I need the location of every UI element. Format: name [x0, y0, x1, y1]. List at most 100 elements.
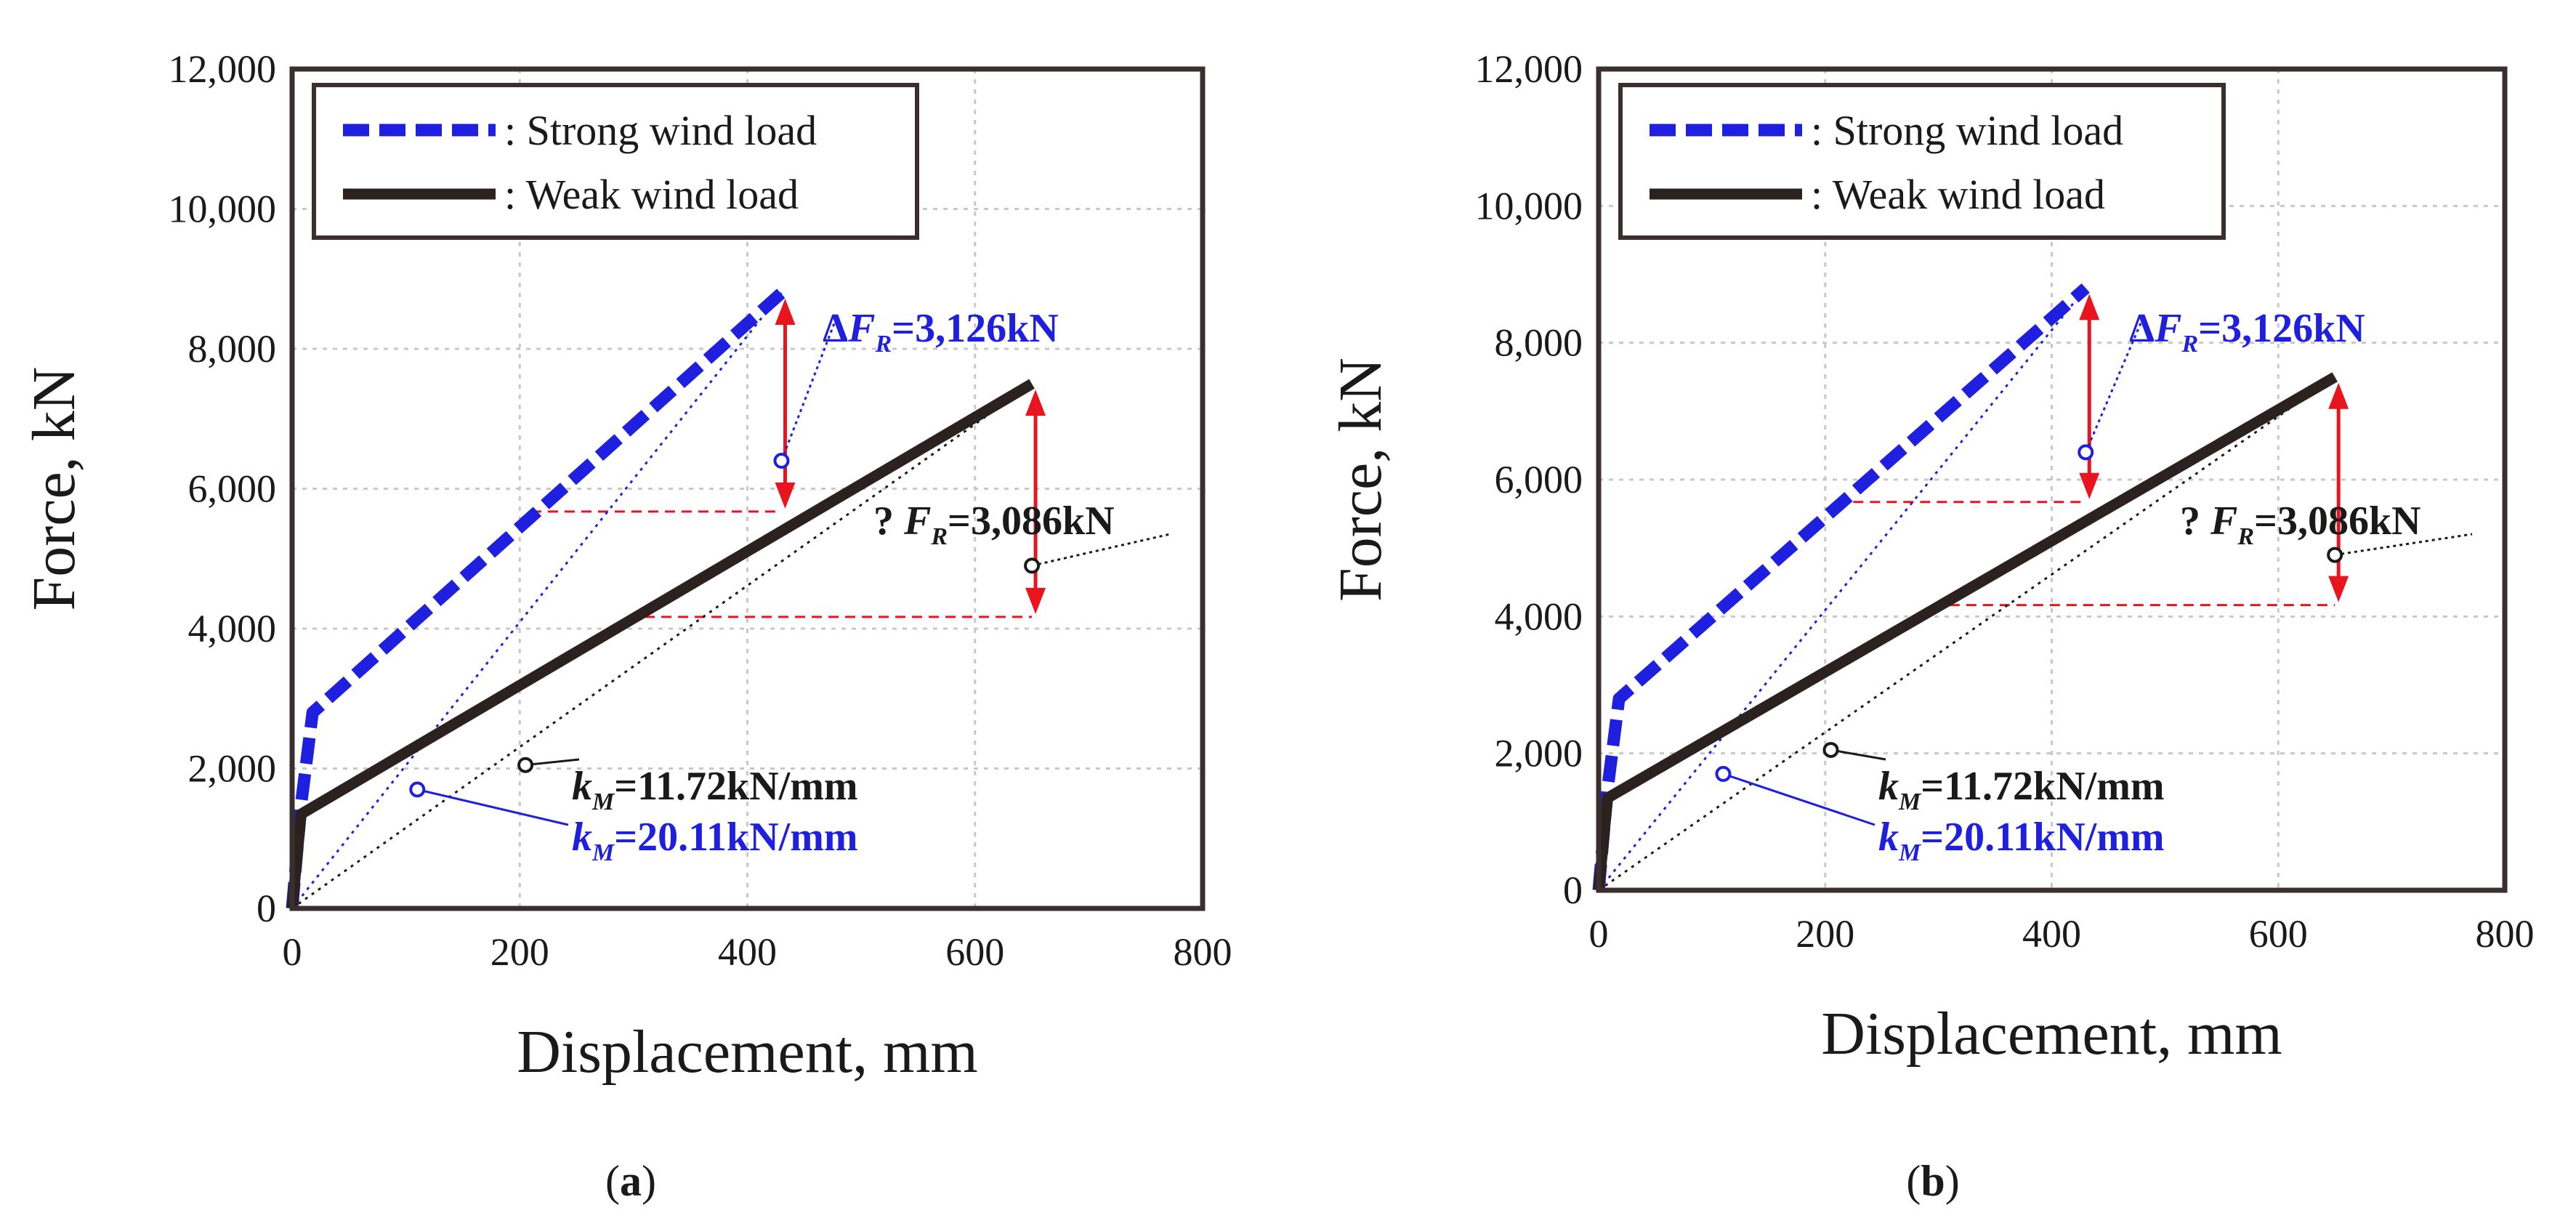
y-axis-label: Force, kN	[1327, 358, 1394, 602]
annotation-label: ? FR=3,086kN	[2180, 499, 2421, 550]
y-tick-label: 6,000	[1495, 458, 1583, 501]
annotation-marker	[1822, 741, 1839, 758]
annotation-subscript: R	[2181, 331, 2198, 358]
x-tick-label: 600	[945, 930, 1004, 974]
annotation-label: ΔFR=3,126kN	[2129, 306, 2365, 358]
delta-arrow-weak	[2328, 382, 2349, 602]
y-tick-label: 12,000	[1475, 47, 1583, 91]
annotation-leader	[525, 758, 580, 767]
annotation-marker	[1024, 557, 1041, 574]
annotation-subscript: M	[1898, 789, 1922, 815]
y-axis-label: Force, kN	[20, 367, 88, 611]
annotation-leader	[780, 319, 837, 461]
arrow-head-down	[775, 482, 796, 509]
annotation-km-strong: kM=20.11kN/mm	[1715, 765, 2165, 866]
legend: : Strong wind load : Weak wind load	[312, 83, 919, 240]
annotation-symbol: k	[572, 764, 592, 809]
annotation-value: =20.11kN/mm	[614, 815, 857, 860]
caption-close: )	[642, 1157, 656, 1205]
delta-arrow-strong	[775, 299, 796, 509]
y-tick-label: 10,000	[169, 187, 277, 231]
arrow-head-up	[775, 299, 796, 325]
x-axis-label: Displacement, mm	[517, 1018, 978, 1086]
annotation-leader	[416, 788, 569, 826]
annotation-label: kM=11.72kN/mm	[572, 764, 858, 815]
x-tick-label: 400	[718, 930, 777, 974]
annotation-marker	[2078, 444, 2094, 461]
x-tick-label: 800	[2476, 912, 2535, 956]
legend-label: : Weak wind load	[504, 171, 799, 218]
caption-letter: b	[1921, 1157, 1945, 1205]
caption-close: )	[1945, 1157, 1960, 1205]
y-tick-label: 2,000	[1495, 732, 1583, 775]
x-tick-label: 200	[490, 930, 549, 974]
x-axis-label: Displacement, mm	[1821, 1000, 2282, 1068]
annotation-subscript: R	[930, 523, 948, 550]
annotation-delta-fr-weak: ? FR=3,086kN	[873, 499, 1171, 574]
annotation-label: ΔFR=3,126kN	[823, 306, 1059, 358]
annotation-symbol: k	[1878, 815, 1899, 860]
annotation-prefix: ?	[873, 499, 904, 544]
panel-a: 0 200 400 600 800 0 2,000 4,000 6,000 8,000 10,000…	[20, 47, 1232, 1205]
secant-line-strong	[291, 292, 783, 909]
annotation-leader	[1722, 773, 1876, 826]
annotation-symbol: F	[847, 306, 875, 351]
annotation-delta-fr-strong: ΔFR=3,126kN	[773, 306, 1059, 469]
annotation-subscript: R	[874, 331, 892, 358]
annotation-label: ? FR=3,086kN	[873, 499, 1115, 550]
panel-b: 0 200 400 600 800 0 2,000 4,000 6,000 8,000 10,000…	[1327, 47, 2535, 1205]
annotation-marker	[773, 453, 790, 469]
annotation-symbol: F	[2154, 306, 2181, 351]
legend-box	[1618, 83, 2226, 240]
legend-box	[312, 83, 919, 240]
annotation-leader	[2084, 319, 2144, 453]
annotation-marker	[409, 781, 426, 798]
y-tick-label: 8,000	[188, 327, 277, 371]
annotation-marker	[2327, 547, 2343, 563]
annotation-delta-fr-weak: ? FR=3,086kN	[2180, 499, 2473, 563]
x-tick-label: 600	[2249, 912, 2308, 956]
x-tick-label: 800	[1174, 930, 1232, 974]
series-line-weak	[286, 379, 1035, 909]
annotation-km-weak: kM=11.72kN/mm	[517, 757, 858, 815]
y-tick-label: 2,000	[188, 747, 277, 791]
secant-line-weak	[1598, 376, 2336, 892]
annotation-value: =3,086kN	[948, 499, 1115, 544]
x-tick-label: 0	[1589, 912, 1609, 956]
y-tick-label: 6,000	[188, 467, 277, 511]
x-tick-label: 0	[283, 930, 302, 974]
annotation-leader	[1031, 533, 1171, 567]
y-tick-label: 10,000	[1475, 184, 1583, 227]
y-tick-label: 4,000	[1495, 594, 1583, 638]
x-tick-label: 400	[2022, 912, 2081, 956]
legend-label: : Strong wind load	[504, 107, 817, 154]
annotation-symbol: k	[1878, 764, 1899, 809]
caption-open: (	[1906, 1157, 1921, 1205]
annotation-marker	[1715, 765, 1732, 782]
annotation-subscript: M	[591, 839, 615, 866]
annotation-symbol: k	[572, 815, 592, 860]
annotation-label: kM=11.72kN/mm	[1878, 764, 2165, 815]
arrow-head-down	[2328, 576, 2349, 602]
annotation-value: =20.11kN/mm	[1921, 815, 2164, 860]
arrow-head-down	[1025, 587, 1046, 614]
annotation-subscript: M	[591, 789, 615, 815]
annotation-km-weak: kM=11.72kN/mm	[1822, 741, 2165, 815]
annotation-leader	[1830, 749, 1886, 761]
secant-line-strong	[1597, 287, 2087, 891]
arrow-head-up	[2079, 294, 2100, 320]
annotation-symbol: F	[903, 499, 931, 544]
annotation-delta-fr-strong: ΔFR=3,126kN	[2078, 306, 2365, 461]
y-tick-label: 12,000	[169, 47, 277, 91]
annotation-value: =11.72kN/mm	[1921, 764, 2164, 809]
arrow-head-down	[2079, 472, 2100, 499]
annotation-value: =3,086kN	[2254, 499, 2421, 544]
panel-caption: (b)	[1906, 1157, 1959, 1205]
arrow-head-up	[2328, 382, 2349, 409]
caption-open: (	[605, 1157, 620, 1205]
annotation-subscript: M	[1898, 839, 1922, 866]
delta-arrow-strong	[2079, 294, 2100, 499]
y-tick-label: 0	[257, 887, 276, 930]
